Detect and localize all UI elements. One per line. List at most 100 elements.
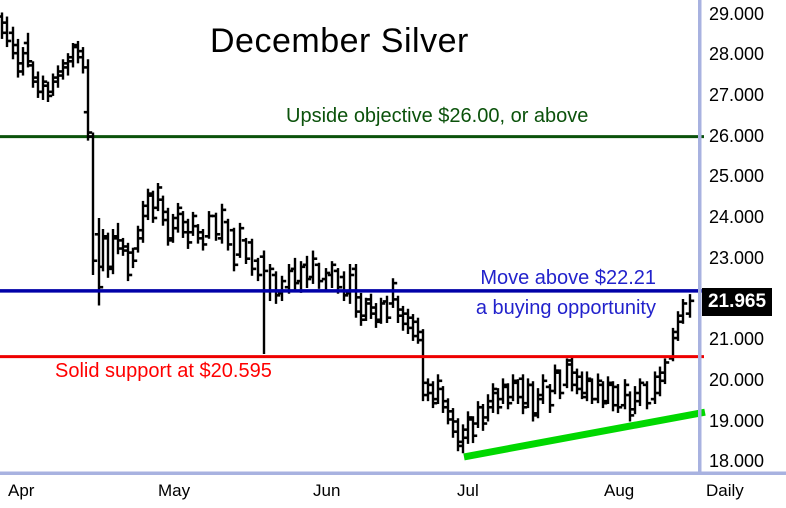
ohlc-bar [265, 263, 275, 302]
ohlc-bar [398, 305, 408, 331]
x-axis-label-daily: Daily [706, 481, 744, 500]
upside-objective-annotation: Upside objective $26.00, or above [286, 105, 589, 127]
ohlc-bar [229, 227, 239, 272]
y-axis-tick-label: 21.000 [709, 329, 765, 350]
x-axis-label-may: May [158, 481, 191, 500]
ohlc-bar [550, 364, 560, 395]
ohlc-bar [2, 16, 12, 48]
ohlc-bar [13, 38, 23, 78]
last-price-badge: 21.965 [702, 288, 772, 316]
y-axis-tick-label: 18.000 [709, 451, 765, 472]
ohlc-bar [630, 386, 640, 415]
ohlc-bar [448, 408, 458, 438]
ohlc-bar [217, 203, 227, 244]
ohlc-bar [63, 53, 73, 76]
ohlc-bar [555, 369, 565, 400]
ohlc-bar [572, 368, 582, 395]
ohlc-bar [463, 411, 473, 444]
ohlc-bar [38, 75, 48, 100]
ohlc-bar [138, 200, 148, 243]
ohlc-bar [523, 378, 533, 409]
ohlc-bar [153, 182, 163, 212]
ohlc-bar [158, 195, 168, 226]
ohlc-bar [58, 59, 68, 80]
ohlc-bar [582, 371, 592, 402]
ohlc-bar [23, 32, 33, 68]
ohlc-bar [290, 257, 300, 291]
ohlc-bar [673, 311, 683, 341]
ohlc-bar [83, 59, 93, 141]
ohlc-bar [0, 12, 7, 39]
ohlc-bar [366, 293, 376, 319]
ohlc-bar [163, 207, 173, 246]
ohlc-bar [642, 381, 652, 410]
ohlc-bar [98, 228, 108, 272]
ohlc-bar [371, 303, 381, 328]
ohlc-bar [188, 211, 198, 236]
ohlc-bar [183, 218, 193, 249]
ohlc-bar [453, 418, 463, 452]
ohlc-bar [635, 378, 645, 407]
ohlc-bar [503, 383, 513, 410]
ohlc-bar [423, 378, 433, 402]
y-axis-tick-label: 19.000 [709, 410, 765, 431]
ohlc-bar [650, 371, 660, 404]
ohlc-bar [468, 416, 478, 444]
support-annotation: Solid support at $20.595 [55, 360, 272, 382]
ohlc-bar [533, 388, 543, 419]
y-axis-tick-label: 24.000 [709, 207, 765, 227]
ohlc-bar [567, 356, 577, 392]
ohlc-bar [33, 71, 43, 98]
ohlc-bar [685, 294, 695, 318]
ohlc-bar [545, 384, 555, 413]
ohlc-bar [562, 358, 572, 389]
ohlc-bar [241, 237, 251, 264]
ohlc-bar [277, 275, 287, 302]
ohlc-bar [259, 250, 269, 354]
ohlc-bar [173, 202, 183, 233]
ohlc-bar [43, 81, 53, 103]
ohlc-bar [168, 213, 178, 243]
ohlc-bar [356, 292, 366, 326]
ohlc-bar [458, 424, 468, 454]
ohlc-bar [413, 317, 423, 344]
ohlc-bar [433, 374, 443, 404]
ohlc-bar [48, 73, 58, 96]
ohlc-bar [493, 388, 503, 415]
ohlc-bar [408, 314, 418, 341]
ohlc-bar [28, 61, 38, 88]
ohlc-bar [403, 308, 413, 334]
x-axis-label-aug: Aug [604, 481, 635, 500]
ohlc-bar [625, 391, 635, 422]
ohlc-bar [361, 297, 371, 321]
x-axis-label-jul: Jul [457, 481, 479, 500]
ohlc-bar [103, 232, 113, 278]
ohlc-bar [8, 26, 18, 60]
ohlc-bar [128, 247, 138, 269]
y-axis-line [698, 0, 702, 475]
ohlc-bar [518, 374, 528, 415]
ohlc-bar [613, 384, 623, 413]
ohlc-bar [18, 47, 28, 76]
y-axis-tick-label: 26.000 [709, 125, 765, 146]
ohlc-bar [271, 271, 281, 304]
ohlc-bar [388, 278, 398, 308]
buy-signal-annotation: Move above $22.21 a buying opportunity [378, 263, 656, 323]
ohlc-bar [483, 394, 493, 422]
ohlc-bar [113, 222, 123, 255]
ohlc-bar [593, 373, 603, 404]
ohlc-bar [118, 237, 128, 256]
ohlc-bar [73, 40, 83, 64]
ohlc-bar [88, 132, 98, 275]
x-axis-label-jun: Jun [313, 481, 341, 500]
ohlc-bar [478, 403, 488, 431]
ohlc-bar [345, 263, 355, 304]
ohlc-bar [528, 381, 538, 422]
ohlc-bar [247, 238, 257, 276]
ohlc-bar [327, 261, 337, 289]
ohlc-bar [223, 218, 233, 251]
ohlc-bar [438, 386, 448, 413]
ohlc-bar [296, 261, 306, 293]
ohlc-bar [473, 401, 483, 429]
